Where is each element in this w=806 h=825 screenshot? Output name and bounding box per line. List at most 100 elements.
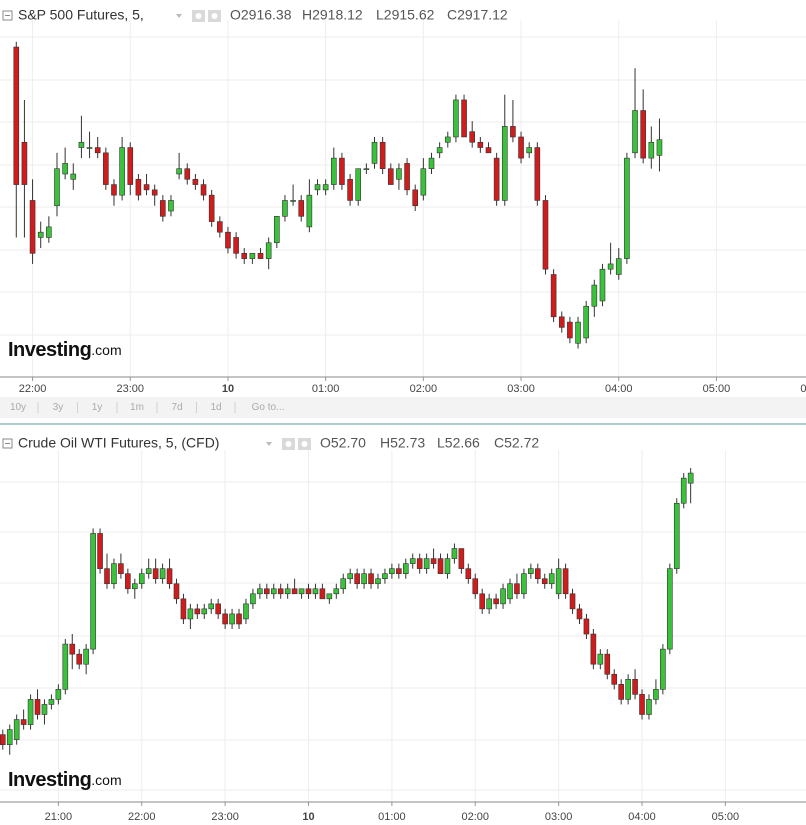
candle-body	[375, 578, 381, 585]
settings-icon-dot	[285, 441, 292, 447]
candle-body	[236, 613, 242, 625]
candle-body	[46, 226, 52, 238]
candle-body	[379, 141, 386, 170]
range-button[interactable]: Go to...	[252, 402, 285, 413]
candle-body	[29, 200, 36, 254]
candle-body	[339, 157, 345, 185]
candle-body	[477, 141, 484, 148]
candle-body	[423, 558, 430, 569]
dropdown-arrow[interactable]	[176, 14, 182, 18]
collapse-icon[interactable]	[2, 10, 13, 21]
candle-body	[558, 316, 565, 328]
candle-body	[208, 194, 215, 222]
range-button[interactable]: 1y	[92, 402, 103, 413]
candle-body	[611, 673, 618, 685]
candle-body	[217, 221, 223, 233]
candle-body	[444, 558, 451, 574]
candle-body	[479, 593, 486, 610]
candle-body	[131, 583, 138, 590]
candle-body	[55, 689, 62, 700]
candle-body	[86, 147, 93, 149]
candle-body	[347, 178, 353, 201]
candle-body	[166, 568, 173, 585]
candle-body	[501, 126, 508, 201]
candle-body	[264, 588, 270, 595]
candle-body	[567, 321, 573, 339]
candle-body	[54, 168, 60, 207]
candle-body	[208, 603, 215, 610]
candle-body	[135, 178, 142, 196]
candle-body	[330, 157, 337, 185]
candle-body	[111, 563, 117, 585]
ohlc-label: L2915.62	[376, 7, 435, 23]
candle-body	[396, 568, 402, 574]
candle-body	[176, 168, 182, 175]
candle-body	[70, 173, 77, 180]
candle-body	[453, 99, 459, 138]
candle-body	[27, 699, 34, 725]
range-button[interactable]: 1m	[130, 402, 144, 413]
candle-body	[119, 147, 125, 196]
candle-body	[673, 502, 680, 569]
candle-body	[298, 200, 305, 217]
candle-body	[660, 648, 666, 690]
x-tick-label: 04:00	[628, 811, 656, 823]
candle-body	[354, 573, 360, 585]
candle-body	[640, 110, 646, 159]
candle-body	[363, 168, 370, 171]
candle-body	[20, 719, 27, 725]
range-button[interactable]: 10y	[10, 402, 26, 413]
candle-body	[576, 608, 583, 620]
candle-body	[257, 253, 264, 259]
candles	[0, 468, 694, 755]
candle-body	[437, 558, 444, 574]
candle-body	[78, 141, 85, 148]
candle-body	[347, 573, 353, 580]
candle-body	[322, 184, 329, 191]
watermark-brand: Investing	[8, 339, 91, 361]
candle-body	[428, 157, 435, 170]
range-button[interactable]: 7d	[171, 402, 182, 413]
x-tick-label: 01:00	[378, 811, 406, 823]
candle-body	[624, 157, 630, 259]
candle-body	[103, 152, 109, 185]
candle-body	[13, 46, 20, 185]
candle-body	[604, 653, 611, 675]
candle-body	[282, 200, 288, 217]
candle-body	[111, 184, 117, 196]
candle-body	[387, 168, 394, 185]
chart-title: Crude Oil WTI Futures, 5, (CFD)	[18, 435, 219, 451]
candle-body	[607, 263, 614, 270]
candle-body	[34, 699, 41, 715]
x-tick-label: 01:00	[312, 383, 340, 395]
ohlc-label: H52.73	[380, 435, 425, 451]
candle-body	[680, 477, 687, 504]
candle-body	[590, 633, 597, 665]
candle-body	[625, 678, 631, 700]
candle-body	[550, 274, 557, 318]
candle-body	[173, 583, 180, 600]
collapse-icon[interactable]	[2, 438, 13, 449]
candle-body	[458, 548, 465, 569]
candle-body	[138, 573, 145, 585]
candle-body	[6, 729, 13, 745]
watermark: Investing.com	[8, 769, 122, 791]
x-tick-label: 03:00	[545, 811, 573, 823]
candle-body	[591, 284, 598, 307]
candle-body	[528, 568, 534, 574]
x-tick-label: 23:00	[211, 811, 239, 823]
candle-body	[653, 689, 659, 700]
candle-body	[104, 568, 110, 585]
candle-body	[200, 184, 207, 196]
range-button[interactable]: 1d	[210, 402, 221, 413]
candle-body	[48, 699, 55, 705]
x-tick-label: 22:00	[19, 383, 47, 395]
x-tick-label: 10	[222, 383, 234, 395]
range-button[interactable]: 3y	[53, 402, 64, 413]
dropdown-arrow[interactable]	[266, 442, 272, 446]
candle-body	[485, 147, 492, 154]
candle-body	[548, 573, 555, 585]
candle-body	[541, 578, 548, 585]
candle-body	[639, 694, 645, 715]
candle-body	[444, 136, 451, 143]
